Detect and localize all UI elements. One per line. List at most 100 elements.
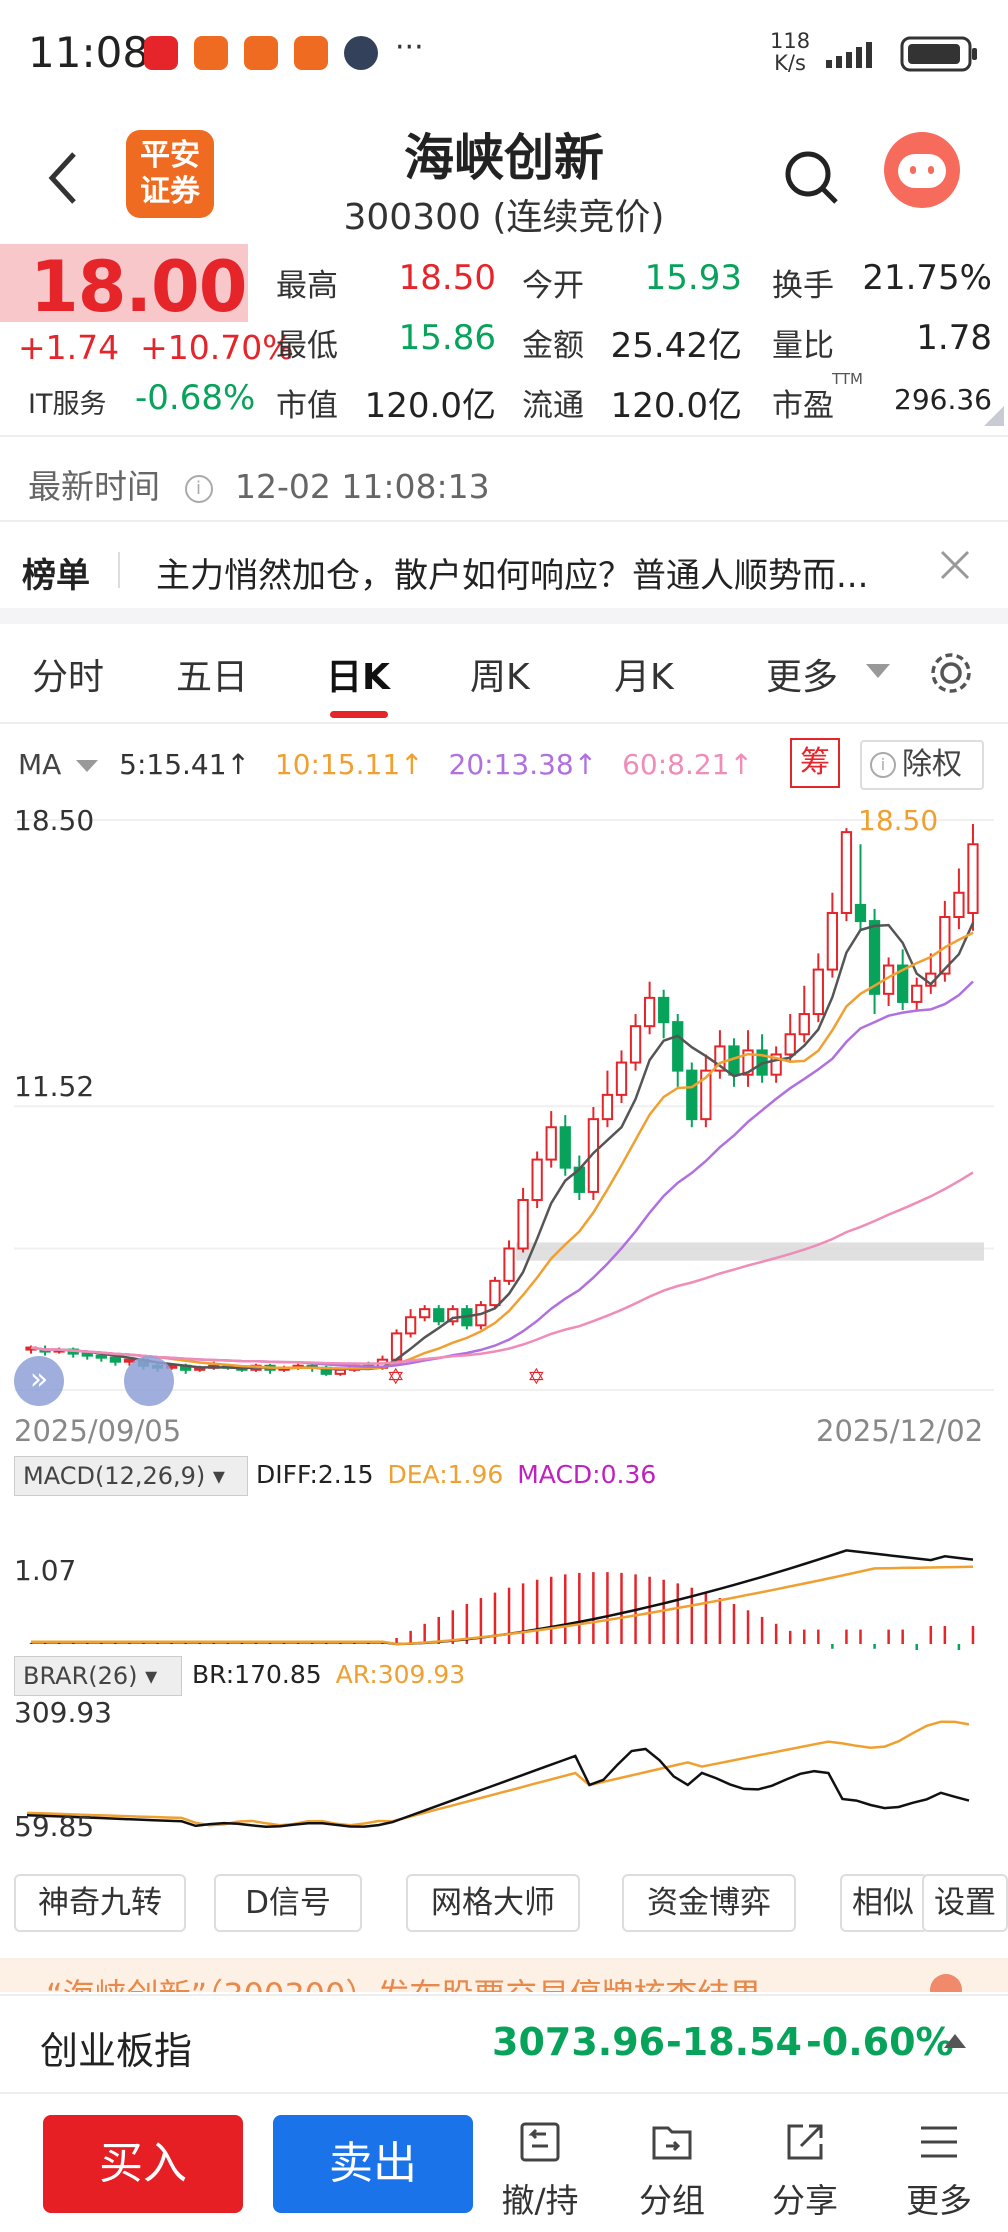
logo-line2: 证券 xyxy=(140,174,200,209)
chip-button[interactable]: 筹 xyxy=(790,738,840,788)
tab-1[interactable]: 五日 xyxy=(176,657,249,698)
info-icon: i xyxy=(870,752,896,778)
tool-button-2[interactable]: 网格大师 xyxy=(406,1874,580,1932)
pingan-app-icon xyxy=(244,36,278,70)
candle xyxy=(419,1308,431,1319)
high-price-label: 18.50 xyxy=(858,804,939,837)
divider xyxy=(0,520,1008,522)
candle xyxy=(95,1354,107,1359)
caret-up-icon[interactable] xyxy=(944,2034,966,2048)
signal-marker: ✡ xyxy=(527,1365,545,1390)
more-label: 更多 xyxy=(906,2181,972,2220)
brar-selector[interactable]: BRAR(26) ▾ xyxy=(14,1656,182,1696)
chevron-down-icon[interactable] xyxy=(866,664,890,680)
gear-icon[interactable] xyxy=(928,650,974,696)
tool-button-5[interactable]: 设置 xyxy=(922,1874,1008,1932)
price-change: +1.74 +10.70% xyxy=(18,328,294,367)
ma5-value: 5:15.41↑ xyxy=(119,748,250,781)
candle xyxy=(826,911,839,971)
group-button[interactable]: 分组 xyxy=(617,2118,727,2222)
ma-label[interactable]: MA xyxy=(18,748,62,781)
ma-row: MA 5:15.41↑ 10:15.11↑ 20:13.38↑ 60:8.21↑ xyxy=(18,748,753,781)
tool-button-4[interactable]: 相似 xyxy=(840,1874,928,1932)
quote-value: 21.75% xyxy=(862,258,992,298)
info-icon[interactable]: i xyxy=(184,475,213,503)
status-time: 11:08 xyxy=(28,28,150,77)
tool-button-0[interactable]: 神奇九转 xyxy=(14,1874,186,1932)
tab-5[interactable]: 更多 xyxy=(766,657,839,698)
restore-button[interactable]: i 除权 xyxy=(860,740,984,790)
tab-3[interactable]: 周K xyxy=(470,657,530,698)
tab-0[interactable]: 分时 xyxy=(32,657,105,698)
caret-down-icon[interactable] xyxy=(76,760,99,774)
withdraw-button[interactable]: 撤/持 xyxy=(485,2118,595,2222)
tab-2[interactable]: 日K xyxy=(326,657,390,698)
close-icon[interactable] xyxy=(940,550,970,580)
candle xyxy=(953,891,965,919)
withdraw-label: 撤/持 xyxy=(501,2181,579,2220)
kline-chart[interactable]: ✡ ✡ xyxy=(14,800,994,1410)
signal-icon xyxy=(826,42,872,68)
notice-close-icon[interactable] xyxy=(930,1974,962,1992)
brar-chart xyxy=(26,1720,970,1828)
pe-tag: TTM xyxy=(832,370,864,388)
trading-status: (连续竞价) xyxy=(492,197,665,238)
restore-label: 除权 xyxy=(902,747,962,782)
buy-button[interactable]: 买入 xyxy=(43,2115,243,2213)
ma20-value: 20:13.38↑ xyxy=(448,748,598,781)
x-end-date: 2025/12/02 xyxy=(816,1414,984,1448)
update-time: 12-02 11:08:13 xyxy=(235,467,490,506)
tool-button-1[interactable]: D信号 xyxy=(214,1874,362,1932)
candle xyxy=(587,1118,600,1193)
candle xyxy=(517,1199,529,1250)
macd-selector[interactable]: MACD(12,26,9) ▾ xyxy=(14,1456,248,1496)
quote-value: 15.93 xyxy=(644,258,742,298)
current-price: 18.00 xyxy=(30,246,247,328)
speed-indicator: 118 K/s xyxy=(770,30,810,74)
candle xyxy=(643,996,656,1028)
chevron-left-icon[interactable] xyxy=(44,150,80,206)
tab-underline xyxy=(330,711,388,718)
speed-unit: K/s xyxy=(774,51,806,75)
change-value: +1.74 xyxy=(18,328,120,367)
industry-label[interactable]: IT服务 xyxy=(28,389,107,420)
expand-corner-icon[interactable] xyxy=(984,406,1004,426)
share-label: 分享 xyxy=(772,2181,838,2220)
price-highlight xyxy=(0,244,248,322)
ma10-value: 10:15.11↑ xyxy=(274,748,424,781)
industry-change: -0.68% xyxy=(135,378,256,418)
sell-button[interactable]: 卖出 xyxy=(273,2115,473,2213)
stock-code: 300300 xyxy=(343,197,481,238)
index-name: 创业板指 xyxy=(40,2029,193,2073)
candle xyxy=(700,1069,712,1121)
macd-value: MACD:0.36 xyxy=(517,1460,657,1489)
share-button[interactable]: 分享 xyxy=(750,2118,860,2222)
news-text[interactable]: 主力悄然加仓，散户如何响应？普通人顺势而... xyxy=(156,556,869,596)
candle xyxy=(868,920,881,995)
group-icon xyxy=(652,2126,692,2160)
notice-bar[interactable]: “海峡创新”（300300）发布股票交易停牌核查结果 xyxy=(0,1958,1008,1992)
macd-diff: DIFF:2.15 xyxy=(256,1460,374,1489)
stock-code-status: 300300 (连续竞价) xyxy=(0,188,1008,240)
more-button[interactable]: 更多 xyxy=(884,2118,994,2222)
assistant-avatar-icon[interactable] xyxy=(884,132,960,208)
huawei-icon xyxy=(144,36,178,70)
signal-marker: ✡ xyxy=(387,1365,405,1390)
status-bar: 11:08 ··· 118 K/s xyxy=(0,0,1008,110)
divider xyxy=(0,435,1008,437)
logo-line1: 平安 xyxy=(140,138,200,173)
tool-button-3[interactable]: 资金博弈 xyxy=(622,1874,796,1932)
news-ticker[interactable]: 榜单 主力悄然加仓，散户如何响应？普通人顺势而... xyxy=(0,522,1008,608)
quote-label: 流通 xyxy=(522,388,584,424)
search-icon[interactable] xyxy=(784,150,840,206)
candle xyxy=(109,1356,122,1363)
quote-value: 1.78 xyxy=(916,318,992,358)
news-tag: 榜单 xyxy=(22,556,90,596)
index-bar[interactable]: 创业板指 3073.96 -18.54 -0.60% xyxy=(0,1994,1008,2092)
fullscreen-button[interactable] xyxy=(124,1356,174,1406)
index-change: -18.54 xyxy=(666,2020,802,2064)
tab-4[interactable]: 月K xyxy=(614,657,674,698)
scroll-left-button[interactable]: » xyxy=(14,1356,64,1406)
candle xyxy=(714,1045,726,1072)
quote-value: 296.36 xyxy=(894,383,992,416)
